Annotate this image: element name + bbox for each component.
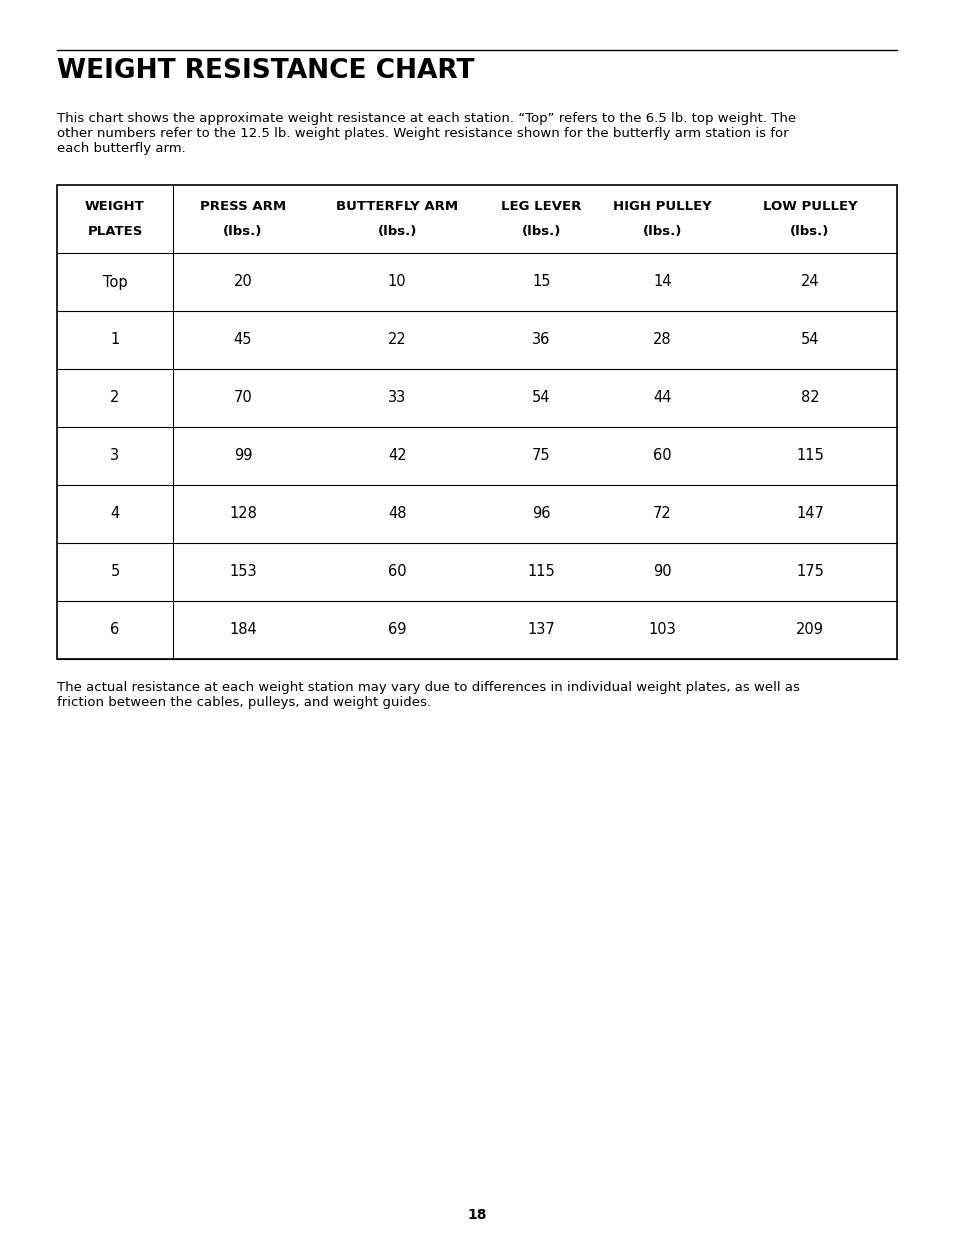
Text: 184: 184 (229, 622, 256, 637)
Text: 1: 1 (111, 332, 119, 347)
Text: 115: 115 (527, 564, 555, 579)
Text: The actual resistance at each weight station may vary due to differences in indi: The actual resistance at each weight sta… (57, 680, 799, 694)
Text: 128: 128 (229, 506, 256, 521)
Text: 70: 70 (233, 390, 253, 405)
Text: 45: 45 (233, 332, 252, 347)
Text: (lbs.): (lbs.) (377, 225, 416, 238)
Text: PLATES: PLATES (87, 225, 143, 238)
Text: (lbs.): (lbs.) (521, 225, 560, 238)
Text: 2: 2 (111, 390, 119, 405)
Text: 15: 15 (532, 274, 550, 289)
Text: 33: 33 (388, 390, 406, 405)
Text: 75: 75 (532, 448, 550, 463)
Text: 82: 82 (800, 390, 819, 405)
Text: 72: 72 (652, 506, 671, 521)
Text: HIGH PULLEY: HIGH PULLEY (612, 200, 711, 212)
Text: WEIGHT RESISTANCE CHART: WEIGHT RESISTANCE CHART (57, 58, 474, 84)
Text: (lbs.): (lbs.) (642, 225, 681, 238)
Text: WEIGHT: WEIGHT (85, 200, 145, 212)
Text: 24: 24 (800, 274, 819, 289)
Text: 48: 48 (388, 506, 406, 521)
Text: 5: 5 (111, 564, 119, 579)
Text: 3: 3 (111, 448, 119, 463)
Text: This chart shows the approximate weight resistance at each station. “Top” refers: This chart shows the approximate weight … (57, 112, 796, 125)
Text: 69: 69 (388, 622, 406, 637)
Text: 153: 153 (229, 564, 256, 579)
Text: 147: 147 (796, 506, 823, 521)
Text: PRESS ARM: PRESS ARM (200, 200, 286, 212)
Text: 60: 60 (388, 564, 406, 579)
Text: 4: 4 (111, 506, 119, 521)
Text: 28: 28 (652, 332, 671, 347)
Text: 99: 99 (233, 448, 252, 463)
Text: LOW PULLEY: LOW PULLEY (762, 200, 857, 212)
Text: 96: 96 (532, 506, 550, 521)
Text: 36: 36 (532, 332, 550, 347)
Text: Top: Top (103, 274, 127, 289)
Text: 175: 175 (796, 564, 823, 579)
Text: 103: 103 (648, 622, 676, 637)
Text: each butterfly arm.: each butterfly arm. (57, 142, 186, 156)
Text: friction between the cables, pulleys, and weight guides.: friction between the cables, pulleys, an… (57, 697, 431, 709)
Text: 60: 60 (652, 448, 671, 463)
Text: 14: 14 (652, 274, 671, 289)
Text: (lbs.): (lbs.) (223, 225, 262, 238)
Text: 90: 90 (652, 564, 671, 579)
Text: 209: 209 (795, 622, 823, 637)
Text: other numbers refer to the 12.5 lb. weight plates. Weight resistance shown for t: other numbers refer to the 12.5 lb. weig… (57, 127, 788, 140)
Text: 20: 20 (233, 274, 253, 289)
Text: 22: 22 (388, 332, 406, 347)
Text: 6: 6 (111, 622, 119, 637)
Text: LEG LEVER: LEG LEVER (500, 200, 580, 212)
Bar (57, 185, 896, 659)
Text: 115: 115 (796, 448, 823, 463)
Text: 54: 54 (532, 390, 550, 405)
Text: 10: 10 (388, 274, 406, 289)
Text: 44: 44 (652, 390, 671, 405)
Text: (lbs.): (lbs.) (789, 225, 829, 238)
Text: 18: 18 (467, 1208, 486, 1221)
Text: 42: 42 (388, 448, 406, 463)
Text: 54: 54 (800, 332, 819, 347)
Text: BUTTERFLY ARM: BUTTERFLY ARM (335, 200, 457, 212)
Text: 137: 137 (527, 622, 555, 637)
